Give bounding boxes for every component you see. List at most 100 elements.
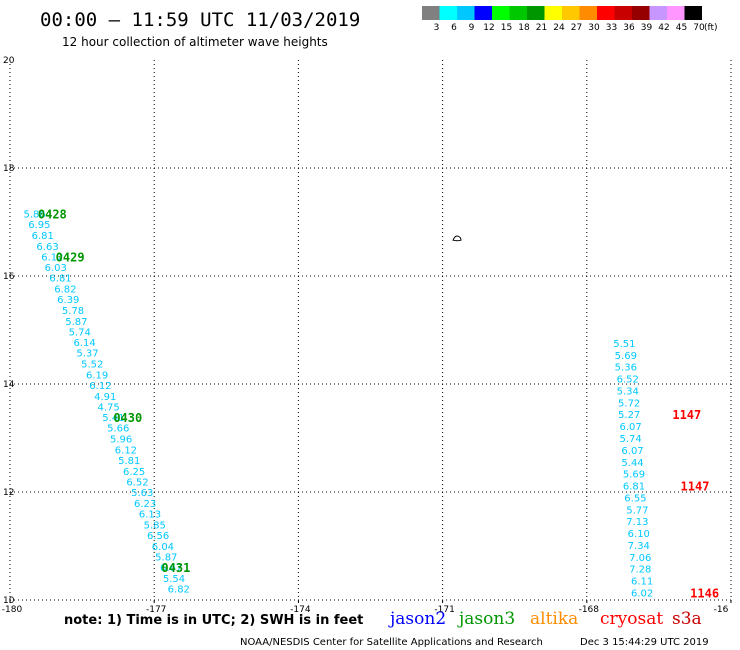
swh-value-label: 6.56: [147, 531, 169, 542]
legend-label: 42: [658, 23, 669, 33]
swh-value-label: 6.81: [623, 482, 645, 493]
data-marks: 5.866.956.816.636.126.036.816.826.395.78…: [23, 207, 719, 600]
swh-value-label: 5.41: [102, 413, 124, 424]
legend-label: 3: [434, 23, 440, 33]
legend-swatch: [492, 6, 510, 20]
legend-label: 24: [553, 23, 565, 33]
swh-value-label: 5.78: [62, 306, 84, 317]
swh-value-label: 5.63: [131, 488, 153, 499]
legend-swatch: [509, 6, 527, 20]
swh-value-label: 6.11: [631, 577, 653, 588]
swh-value-label: 6.04: [152, 542, 174, 553]
legend-swatch: [597, 6, 615, 20]
time-label: 1147: [681, 480, 710, 494]
mission-label-cryosat: cryosat: [600, 609, 663, 629]
swh-value-label: 6.81: [49, 274, 71, 285]
swh-value-label: 5.72: [618, 398, 640, 409]
swh-value-label: 6.81: [32, 231, 54, 242]
legend-swatch: [649, 6, 667, 20]
y-tick-label: 18: [3, 164, 15, 174]
legend-swatch: [667, 6, 685, 20]
swh-value-label: 6.10: [628, 529, 650, 540]
legend-swatch: [457, 6, 475, 20]
swh-value-label: 6.82: [54, 284, 76, 295]
swh-value-label: 6.12: [41, 253, 63, 264]
swh-value-label: 5.34: [617, 386, 639, 397]
legend-swatch: [439, 6, 457, 20]
legend-label: 9: [469, 23, 475, 33]
legend-swatch: [562, 6, 580, 20]
legend-swatch: [579, 6, 597, 20]
time-label: 1146: [690, 586, 719, 600]
x-axis: -180 -177 -174 -171 -168 -16: [2, 600, 732, 615]
swh-value-label: 6.13: [139, 510, 161, 521]
swh-value-label: 7.28: [629, 565, 651, 576]
x-tick-label: -16: [714, 605, 729, 615]
swh-value-label: 6.95: [28, 220, 50, 231]
y-tick-label: 16: [3, 272, 15, 282]
chart-title: 00:00 – 11:59 UTC 11/03/2019: [40, 9, 360, 31]
swh-value-label: 5.69: [615, 351, 637, 362]
swh-value-label: 6.12: [115, 445, 137, 456]
legend-swatch: [614, 6, 632, 20]
legend-swatch: [527, 6, 545, 20]
swh-value-label: 5.87: [65, 317, 87, 328]
chart-subtitle: 12 hour collection of altimeter wave hei…: [62, 35, 328, 49]
swh-value-label: 5.54: [163, 574, 185, 585]
swh-value-label: 6.52: [126, 478, 148, 489]
swh-value-label: 6.14: [73, 338, 95, 349]
island-icon: [452, 235, 462, 242]
swh-value-label: 6.39: [57, 295, 79, 306]
swh-value-label: 5.85: [144, 520, 166, 531]
x-tick-label: -177: [146, 605, 166, 615]
y-tick-label: 20: [3, 56, 15, 66]
swh-value-label: 6.55: [624, 493, 646, 504]
mission-label-altika: altika: [530, 609, 578, 629]
legend-label: 36: [623, 23, 635, 33]
swh-value-label: 7.13: [626, 517, 648, 528]
swh-value-label: 5.66: [107, 424, 129, 435]
y-tick-label: 14: [3, 380, 15, 390]
mission-label-jason2: jason2: [388, 609, 446, 629]
legend-label: 30: [588, 23, 600, 33]
legend-label: 12: [483, 23, 494, 33]
grid: [9, 60, 732, 601]
swh-value-label: 5.52: [81, 359, 103, 370]
time-label: 0431: [161, 561, 190, 575]
legend-label: 18: [518, 23, 530, 33]
swh-value-label: 6.03: [45, 263, 67, 274]
time-label: 0430: [113, 411, 142, 425]
footer-note: note: 1) Time is in UTC; 2) SWH is in fe…: [64, 613, 363, 628]
swh-value-label: 5.69: [623, 470, 645, 481]
swh-value-label: 6.23: [134, 499, 156, 510]
swh-value-label: 6.12: [89, 381, 111, 392]
mission-label-jason3: jason3: [457, 609, 515, 629]
legend-swatch: [422, 6, 440, 20]
footer-credit: NOAA/NESDIS Center for Satellite Applica…: [240, 637, 543, 648]
mission-legend: jason2 jason3 altika cryosat s3a: [388, 609, 702, 629]
swh-value-label: 5.36: [615, 363, 637, 374]
swh-value-label: 6.67: [160, 563, 182, 574]
legend-label: 27: [571, 23, 582, 33]
swh-value-label: 5.87: [155, 552, 177, 563]
swh-value-label: 5.77: [626, 505, 648, 516]
swh-value-label: 4.75: [97, 403, 119, 414]
swh-value-label: 6.63: [36, 242, 58, 253]
swh-value-label: 6.82: [168, 585, 190, 596]
legend-label: 33: [606, 23, 617, 33]
swh-value-label: 5.74: [619, 434, 641, 445]
swh-value-label: 5.74: [69, 328, 91, 339]
x-tick-label: -171: [434, 605, 454, 615]
swh-value-label: 6.02: [631, 588, 653, 599]
swh-value-label: 6.07: [619, 422, 641, 433]
time-label: 0429: [56, 251, 85, 265]
legend-swatch: [544, 6, 562, 20]
swh-value-label: 5.27: [618, 410, 640, 421]
mission-label-s3a: s3a: [672, 609, 702, 629]
swh-value-label: 6.52: [617, 375, 639, 386]
legend-unit: (ft): [704, 23, 718, 33]
legend-label: 45: [676, 23, 687, 33]
time-label: 1147: [672, 408, 701, 422]
y-tick-label: 12: [3, 488, 14, 498]
